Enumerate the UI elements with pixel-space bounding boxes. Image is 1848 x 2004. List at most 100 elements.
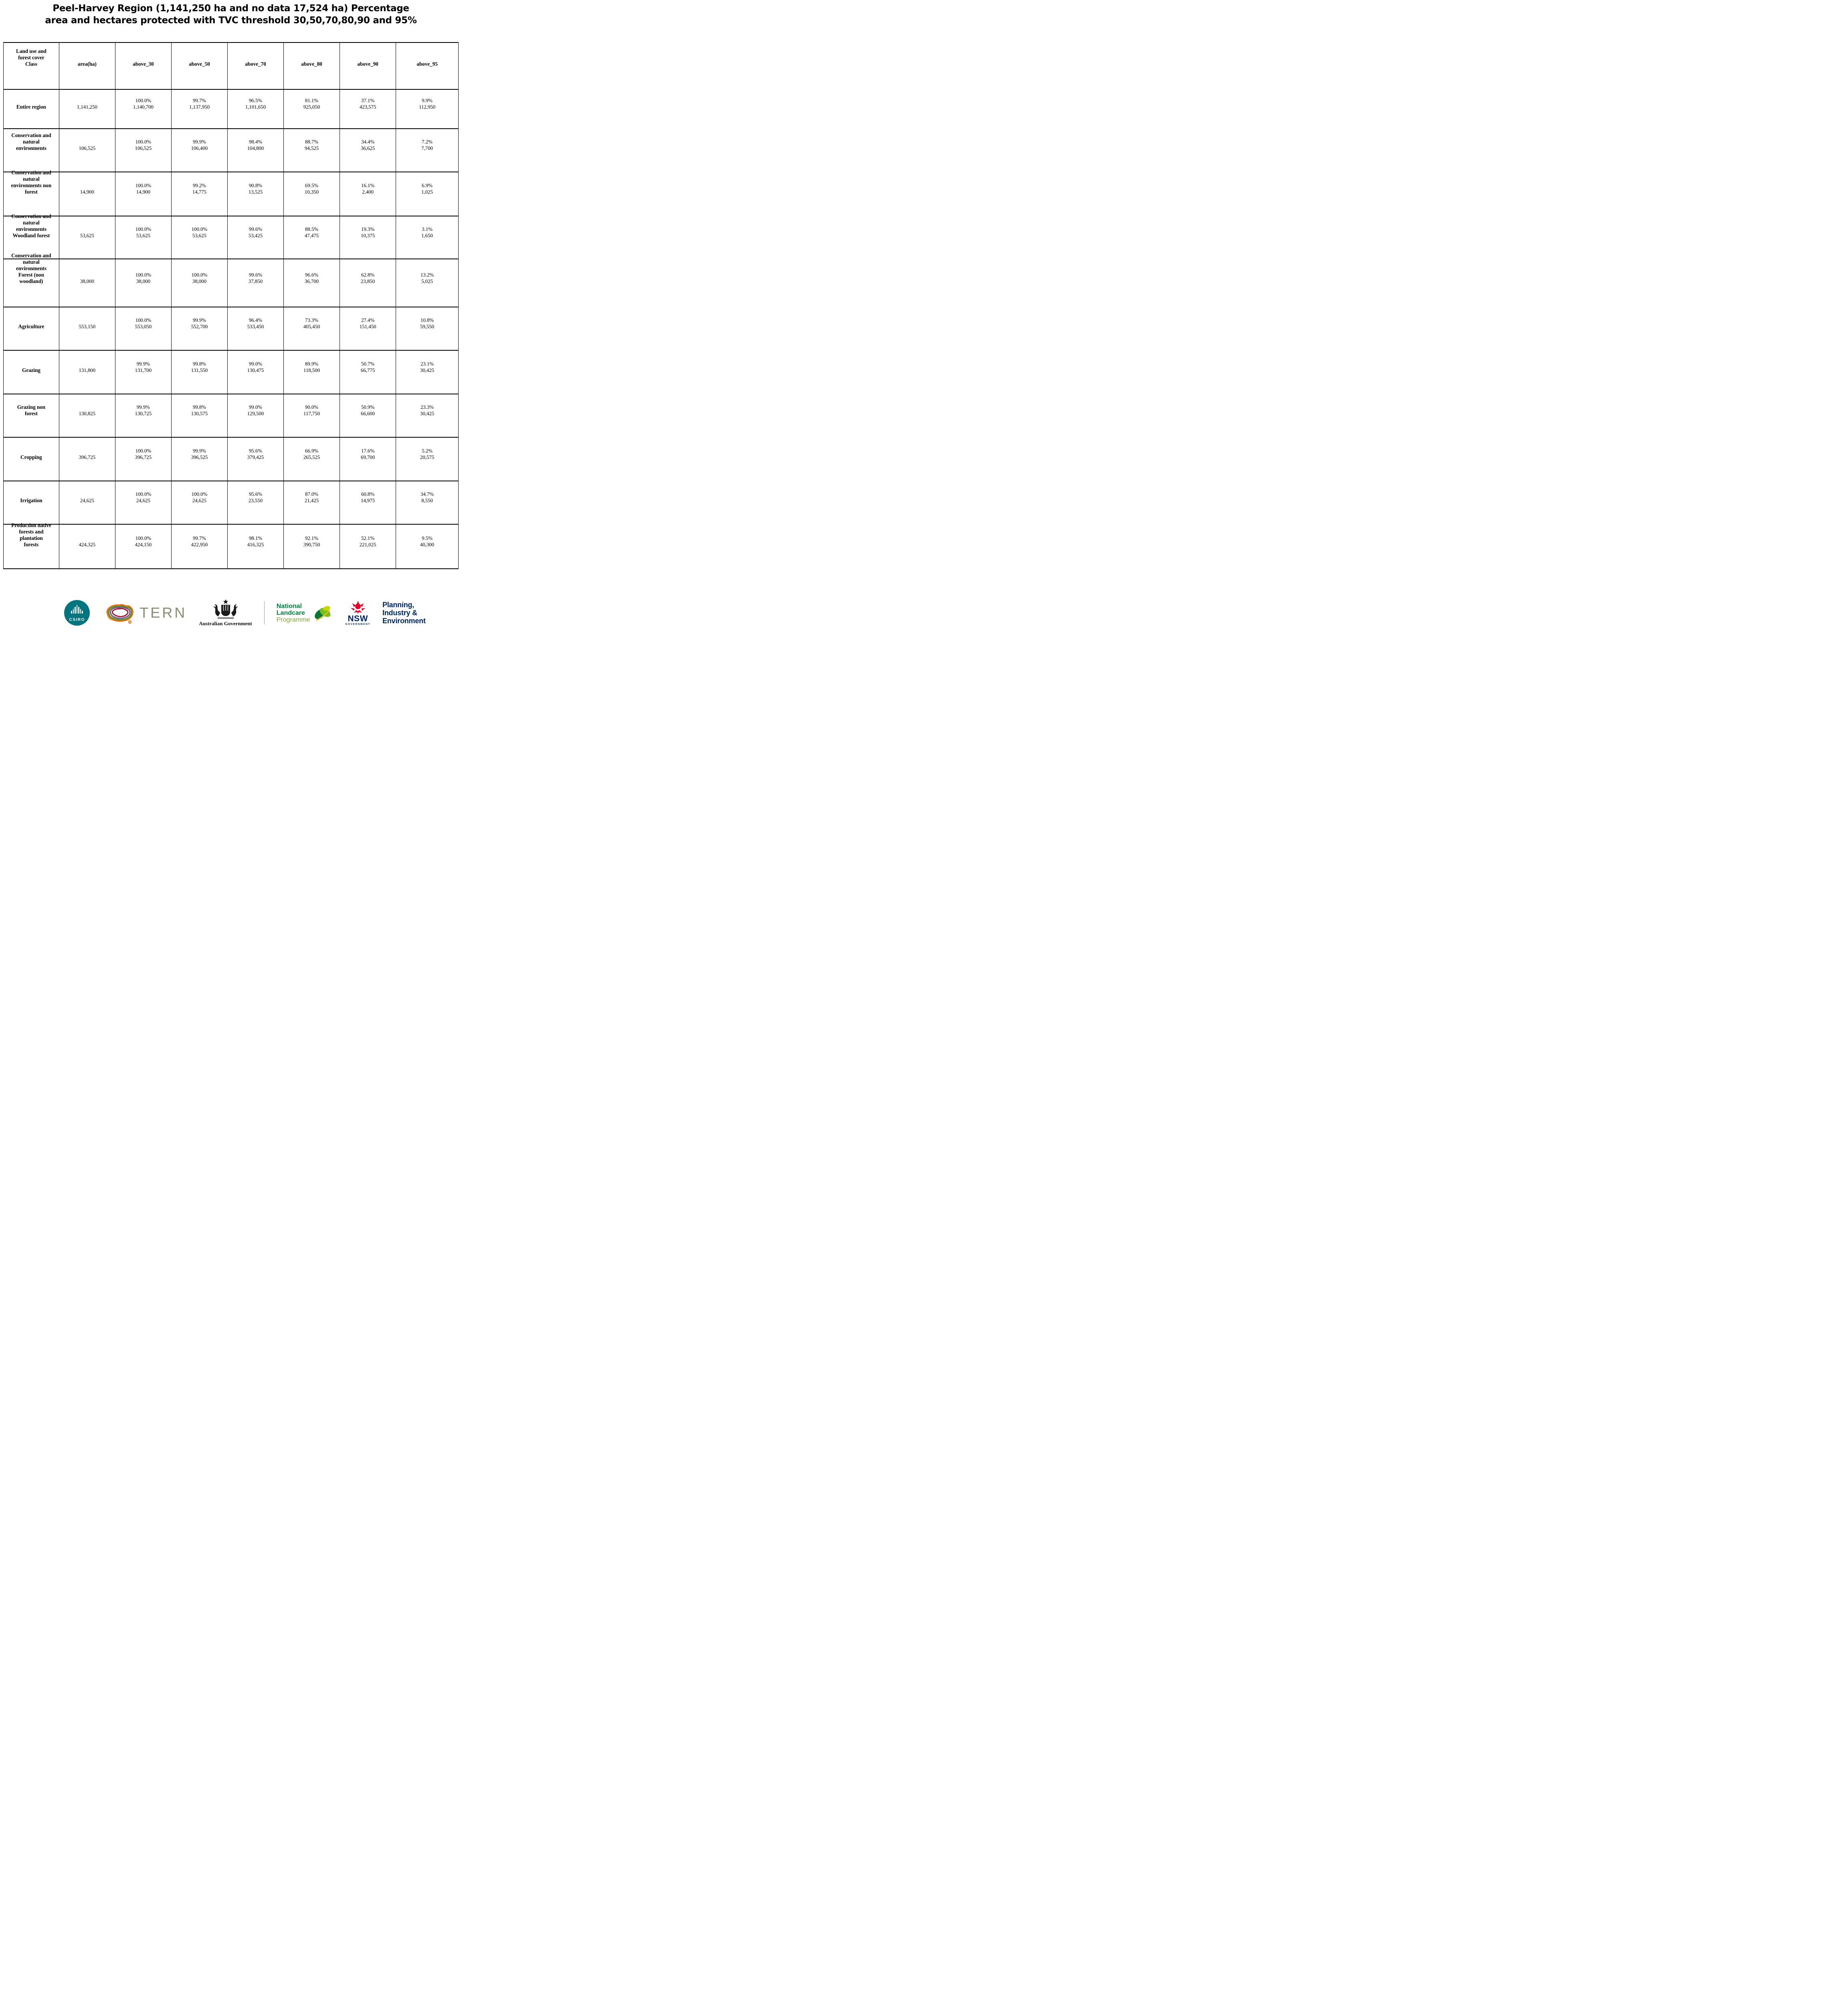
hectares-value: 390,750 [303,541,320,547]
hectares-value: 265,525 [303,454,320,460]
above-70-cell: 95.6% 23,550 [227,481,283,524]
table-row: Conservation and natural environments 10… [4,128,458,172]
hectares-value: 69,700 [360,454,375,460]
above-50-cell: 100.0% 24,625 [171,481,227,524]
area-value: 396,725 [79,454,96,460]
above-50-cell: 99.7% 1,137,950 [171,90,227,128]
percent-value: 99.6% [249,271,262,278]
percent-value: 16.1% [361,182,375,189]
header-land-use-class: Land use and forest cover Class [16,48,47,67]
row-area-cell: 14,900 [59,172,115,216]
above-70-cell: 99.6% 53,425 [227,216,283,259]
row-label-cell: Cropping [4,438,59,481]
table-row: Agriculture 553,150 100.0% 553,050 99.9% 5… [4,307,458,350]
percent-value: 99.0% [249,404,262,410]
hectares-value: 10,375 [360,232,375,238]
row-label-cell: Conservation and natural environments no… [4,170,59,216]
above-95-cell: 7.2% 7,700 [396,129,458,172]
percent-value: 99.9% [192,317,206,323]
header-above-50: above_50 [171,43,227,89]
hectares-value: 24,625 [192,497,206,504]
percent-value: 87.0% [305,491,319,497]
percent-value: 99.0% [249,360,262,367]
above-50-cell: 100.0% 53,625 [171,216,227,259]
above-80-cell: 81.1% 925,050 [283,90,340,128]
above-30-cell: 99.9% 130,725 [115,394,171,437]
percent-value: 99.9% [136,404,150,410]
above-90-cell: 52.1% 221,025 [340,525,396,568]
row-label: Irrigation [20,497,42,504]
above-90-cell: 27.4% 151,450 [340,307,396,350]
hectares-value: 379,425 [247,454,264,460]
row-label-cell: Conservation and natural environments [4,129,59,172]
above-30-cell: 99.9% 131,700 [115,351,171,394]
percent-value: 100.0% [135,97,152,103]
percent-value: 100.0% [135,226,152,232]
hectares-value: 94,525 [304,145,319,152]
table-row: Entire region 1,141,250 100.0% 1,140,700 … [4,89,458,128]
percent-value: 10.8% [420,317,434,323]
above-95-cell: 9.5% 40,300 [396,525,458,568]
above-90-cell: 17.6% 69,700 [340,438,396,481]
hectares-value: 416,325 [247,541,264,547]
percent-value: 100.0% [191,271,208,278]
page-title: Peel-Harvey Region (1,141,250 ha and no … [0,2,462,26]
csiro-wave-icon [64,605,90,614]
hectares-value: 130,725 [135,410,152,417]
hectares-value: 130,475 [247,367,264,373]
percent-value: 27.4% [361,317,375,323]
header-above-90: above_90 [340,43,396,89]
above-70-cell: 99.6% 37,850 [227,259,283,307]
area-value: 38,000 [80,278,94,284]
row-label-cell: Production native forests and plantation… [4,522,59,568]
tern-label: TERN [140,604,187,621]
percent-value: 19.3% [361,226,375,232]
row-label-cell: Irrigation [4,481,59,524]
hectares-value: 38,000 [192,278,206,284]
hectares-value: 1,025 [421,189,433,195]
row-area-cell: 424,325 [59,525,115,568]
area-value: 53,625 [80,232,94,238]
footer-divider [264,601,265,624]
above-80-cell: 92.1% 390,750 [283,525,340,568]
hectares-value: 59,550 [420,323,435,330]
dpie-line2: Industry & [382,609,417,617]
above-50-cell: 99.7% 422,950 [171,525,227,568]
above-95-cell: 5.2% 20,575 [396,438,458,481]
percent-value: 95.6% [249,491,262,497]
tern-logo: TERN [102,601,187,624]
above-95-cell: 6.9% 1,025 [396,172,458,216]
above-70-cell: 90.8% 13,525 [227,172,283,216]
footer-logos: CSIRO TERN Australian Government [0,596,462,630]
row-label: Agriculture [18,323,44,330]
hectares-value: 533,450 [247,323,264,330]
hectares-value: 20,575 [420,454,435,460]
percent-value: 100.0% [191,226,208,232]
percent-value: 99.2% [192,182,206,189]
nsw-label: NSW [348,614,368,623]
above-30-cell: 100.0% 38,000 [115,259,171,307]
percent-value: 3.1% [422,226,433,232]
hectares-value: 8,550 [421,497,433,504]
hectares-value: 1,650 [421,232,433,238]
percent-value: 34.4% [361,139,375,145]
above-70-cell: 98.4% 104,800 [227,129,283,172]
header-above-80: above_80 [283,43,340,89]
page-title-line2: area and hectares protected with TVC thr… [45,15,417,26]
percent-value: 95.6% [249,447,262,454]
hectares-value: 36,625 [360,145,375,152]
row-label: Conservation and natural environments no… [11,170,52,195]
above-95-cell: 9.9% 112,950 [396,90,458,128]
csiro-logo: CSIRO [64,600,90,626]
percent-value: 5.2% [422,447,433,454]
hectares-value: 130,575 [191,410,208,417]
row-label: Cropping [20,454,42,460]
percent-value: 52.1% [361,535,375,541]
australian-government-logo: Australian Government [199,599,252,627]
hectares-value: 118,500 [303,367,320,373]
above-90-cell: 50.9% 66,600 [340,394,396,437]
row-label: Conservation and natural environments Wo… [11,213,51,238]
nsw-government-logo: NSW GOVERNMENT [345,600,370,626]
hectares-value: 131,700 [135,367,152,373]
hectares-value: 424,150 [135,541,152,547]
